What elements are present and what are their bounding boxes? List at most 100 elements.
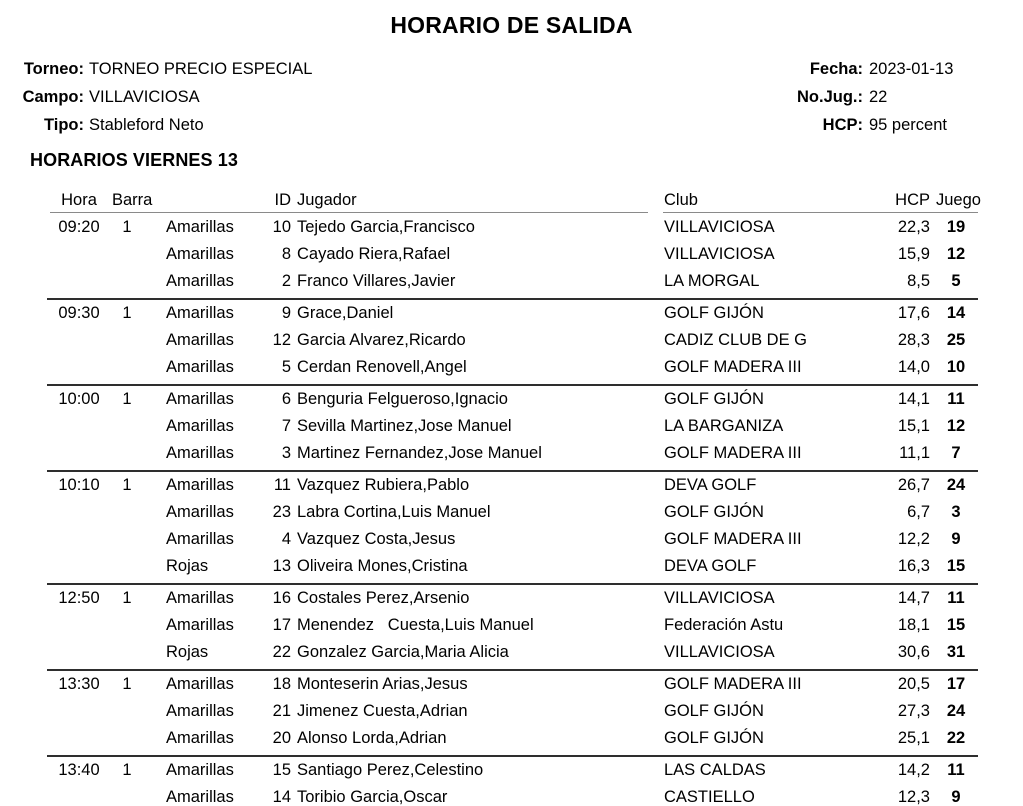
table-row[interactable]: Amarillas 12 Garcia Alvarez,Ricardo CADIZ C… [0, 329, 1023, 356]
table-row[interactable]: 10:10 1 Amarillas 11 Vazquez Rubiera,Pablo DE… [0, 474, 1023, 501]
table-row[interactable]: Rojas 22 Gonzalez Garcia,Maria Alicia VILLA… [0, 641, 1023, 668]
group-separator [47, 384, 978, 386]
cell-juego: 9 [951, 530, 961, 548]
table-row[interactable]: Amarillas 20 Alonso Lorda,Adrian GOLF GIJÓN… [0, 727, 1023, 754]
cell-juego: 12 [946, 417, 966, 435]
table-row[interactable]: 09:30 1 Amarillas 9 Grace,Daniel GOLF GIJÓN 17… [0, 302, 1023, 329]
cell-id: 6 [281, 390, 291, 408]
cell-club: VILLAVICIOSA [664, 218, 775, 236]
cell-jugador: Santiago Perez,Celestino [297, 761, 484, 779]
cell-juego: 5 [951, 272, 961, 290]
table-row[interactable]: 10:00 1 Amarillas 6 Benguria Felgueroso,Igna… [0, 388, 1023, 415]
cell-club: GOLF MADERA III [664, 530, 802, 548]
meta-label-fecha: Fecha: [809, 60, 863, 78]
cell-juego: 11 [947, 589, 965, 607]
cell-jugador: Costales Perez,Arsenio [297, 589, 470, 607]
cell-id: 9 [281, 304, 291, 322]
cell-juego: 25 [946, 331, 966, 349]
tee-time-group: 09:20 1 Amarillas 10 Tejedo Garcia,Francisco… [0, 216, 1023, 302]
cell-id: 18 [272, 675, 291, 693]
meta-row-tipo: Tipo: Stableford Neto HCP: 95 percent [0, 116, 1023, 144]
table-row[interactable]: Amarillas 17 Menendez Cuesta,Luis Manuel Fe… [0, 614, 1023, 641]
tee-time-group: 10:00 1 Amarillas 6 Benguria Felgueroso,Igna… [0, 388, 1023, 474]
cell-barra: Amarillas [166, 702, 234, 720]
cell-juego: 15 [946, 557, 966, 575]
cell-hcp: 30,6 [897, 643, 930, 661]
table-row[interactable]: Amarillas 3 Martinez Fernandez,Jose Manuel… [0, 442, 1023, 469]
cell-juego: 15 [946, 616, 966, 634]
cell-juego: 24 [946, 702, 966, 720]
table-row[interactable]: Amarillas 4 Vazquez Costa,Jesus GOLF MADERA… [0, 528, 1023, 555]
table-row[interactable]: Amarillas 8 Cayado Riera,Rafael VILLAVICIOS… [0, 243, 1023, 270]
cell-hcp: 6,7 [907, 503, 930, 521]
column-header-club: Club [664, 191, 698, 209]
table-row[interactable]: 13:30 1 Amarillas 18 Monteserin Arias,Jesus G… [0, 673, 1023, 700]
cell-hcp: 18,1 [897, 616, 930, 634]
cell-id: 7 [281, 417, 291, 435]
table-row[interactable]: 12:50 1 Amarillas 16 Costales Perez,Arsenio V… [0, 587, 1023, 614]
cell-barra: Amarillas [166, 761, 234, 779]
cell-hcp: 12,2 [897, 530, 930, 548]
cell-juego: 19 [946, 218, 966, 236]
cell-jugador: Monteserin Arias,Jesus [297, 675, 468, 693]
cell-juego: 11 [947, 761, 965, 779]
cell-jugador: Franco Villares,Javier [297, 272, 456, 290]
tee-time-group: 13:40 1 Amarillas 15 Santiago Perez,Celestin… [0, 759, 1023, 806]
cell-hcp: 28,3 [897, 331, 930, 349]
cell-jugador: Cayado Riera,Rafael [297, 245, 451, 263]
cell-jugador: Gonzalez Garcia,Maria Alicia [297, 643, 509, 661]
cell-jugador: Grace,Daniel [297, 304, 394, 322]
cell-barra-num: 1 [122, 218, 132, 236]
table-row[interactable]: Rojas 13 Oliveira Mones,Cristina DEVA GOLF 1… [0, 555, 1023, 582]
table-row[interactable]: 13:40 1 Amarillas 15 Santiago Perez,Celestin… [0, 759, 1023, 786]
cell-club: Federación Astu [664, 616, 784, 634]
cell-id: 20 [272, 729, 291, 747]
cell-id: 4 [281, 530, 291, 548]
cell-juego: 9 [951, 788, 961, 806]
group-separator [47, 298, 978, 300]
cell-club: LAS CALDAS [664, 761, 766, 779]
cell-barra: Amarillas [166, 304, 234, 322]
cell-hcp: 26,7 [897, 476, 930, 494]
cell-juego: 31 [946, 643, 966, 661]
table-row[interactable]: Amarillas 5 Cerdan Renovell,Angel GOLF MADE… [0, 356, 1023, 383]
cell-jugador: Cerdan Renovell,Angel [297, 358, 467, 376]
cell-id: 11 [273, 476, 291, 494]
table-row[interactable]: Amarillas 7 Sevilla Martinez,Jose Manuel LA… [0, 415, 1023, 442]
column-header-barra: Barra [112, 191, 153, 209]
table-row[interactable]: Amarillas 21 Jimenez Cuesta,Adrian GOLF GIJ… [0, 700, 1023, 727]
cell-barra: Amarillas [166, 530, 234, 548]
column-header-juego: Juego [936, 191, 981, 209]
table-row[interactable]: Amarillas 2 Franco Villares,Javier LA MORGA… [0, 270, 1023, 297]
cell-jugador: Garcia Alvarez,Ricardo [297, 331, 466, 349]
group-separator [47, 470, 978, 472]
meta-value-no-jug: 22 [869, 88, 888, 106]
meta-label-no-jug: No.Jug.: [797, 88, 863, 106]
cell-club: GOLF MADERA III [664, 444, 802, 462]
cell-barra: Amarillas [166, 589, 234, 607]
cell-barra: Amarillas [166, 729, 234, 747]
meta-value-campo: VILLAVICIOSA [89, 88, 200, 106]
cell-jugador: Benguria Felgueroso,Ignacio [297, 390, 508, 408]
cell-hcp: 15,9 [897, 245, 930, 263]
table-row[interactable]: 09:20 1 Amarillas 10 Tejedo Garcia,Francisco… [0, 216, 1023, 243]
tournament-meta-header: Torneo: TORNEO PRECIO ESPECIAL Fecha: 20… [0, 60, 1023, 144]
cell-hora: 09:30 [58, 304, 100, 322]
meta-value-tipo: Stableford Neto [89, 116, 204, 134]
cell-id: 23 [272, 503, 291, 521]
cell-jugador: Labra Cortina,Luis Manuel [297, 503, 491, 521]
cell-barra-num: 1 [122, 304, 132, 322]
cell-juego: 10 [946, 358, 966, 376]
table-row[interactable]: Amarillas 14 Toribio Garcia,Oscar CASTIELLO… [0, 786, 1023, 806]
cell-club: VILLAVICIOSA [664, 643, 775, 661]
cell-jugador: Martinez Fernandez,Jose Manuel [297, 444, 542, 462]
cell-barra: Rojas [166, 557, 209, 575]
cell-id: 12 [272, 331, 291, 349]
cell-id: 2 [281, 272, 291, 290]
cell-hcp: 17,6 [897, 304, 930, 322]
table-row[interactable]: Amarillas 23 Labra Cortina,Luis Manuel GOLF… [0, 501, 1023, 528]
cell-barra: Rojas [166, 643, 209, 661]
meta-label-hcp: HCP: [822, 116, 863, 134]
column-header-id: ID [274, 191, 292, 209]
header-underline-left [50, 212, 648, 213]
